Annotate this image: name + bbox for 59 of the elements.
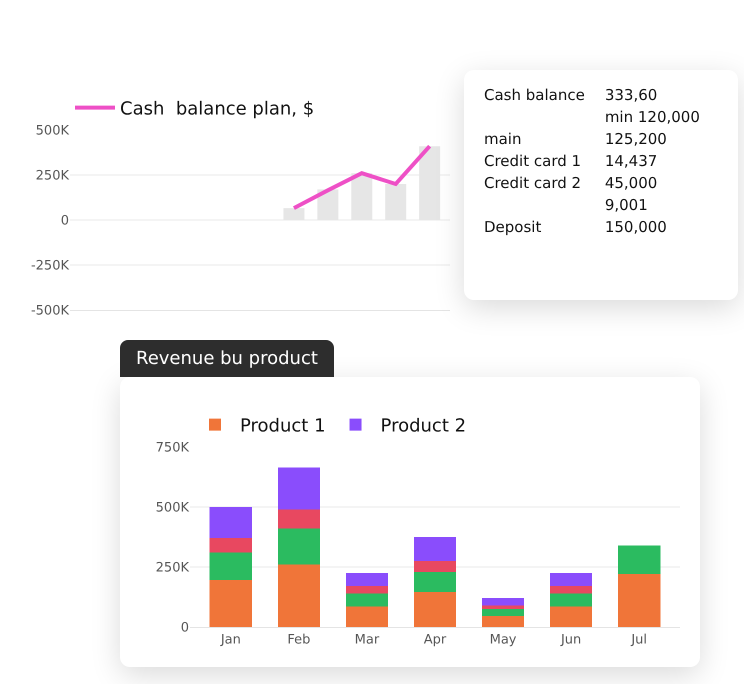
- legend-label: Product 2: [380, 416, 466, 437]
- legend-label: Cash balance plan, $: [120, 98, 314, 120]
- category-label: Cash balance: [483, 85, 586, 106]
- bar: [210, 580, 252, 627]
- y-tick-label: 750K: [156, 440, 190, 456]
- y-tick-label: 500K: [156, 500, 190, 516]
- category-label: Credit card 2: [483, 173, 582, 194]
- legend-label: Product 1: [240, 416, 326, 437]
- bar: [550, 606, 592, 627]
- y-tick-label: 250K: [36, 168, 70, 184]
- x-tick-label: May: [490, 632, 517, 648]
- y-tick-label: -500K: [30, 304, 70, 319]
- line-series: [292, 144, 432, 210]
- text: 45,000: [604, 174, 658, 192]
- bar: [346, 573, 388, 586]
- bar: [550, 593, 592, 607]
- text: 150,000: [604, 218, 667, 236]
- bar: [278, 564, 320, 627]
- y-tick-label: 0: [180, 620, 189, 636]
- x-tick-label: Jan: [220, 632, 241, 648]
- bar: [482, 616, 524, 627]
- category-label: main: [483, 129, 522, 150]
- x-tick-label: Apr: [424, 632, 447, 648]
- bar: [414, 561, 456, 572]
- x-tick-label: Mar: [354, 632, 380, 648]
- bar: [210, 507, 252, 538]
- bar: [278, 467, 320, 510]
- x-tick-label: Feb: [287, 632, 310, 648]
- category-label: Credit card 1: [483, 151, 582, 172]
- bar: [414, 592, 456, 627]
- text: 125,200: [604, 130, 667, 148]
- y-tick-label: 500K: [36, 124, 70, 139]
- x-tick-label: Jun: [560, 632, 582, 648]
- bar: [414, 537, 456, 561]
- bar: [278, 528, 320, 565]
- bar: [278, 509, 320, 529]
- bar: [346, 593, 388, 607]
- bar: [618, 545, 660, 574]
- text: min 120,000: [604, 108, 700, 126]
- text: 14,437: [604, 152, 658, 170]
- bar: [210, 552, 252, 580]
- text: 333,60: [604, 86, 658, 104]
- y-tick-label: 250K: [156, 560, 190, 576]
- bar: [550, 586, 592, 594]
- bar: [210, 538, 252, 553]
- bar: [414, 572, 456, 592]
- y-tick-label: -250K: [30, 258, 70, 274]
- bar: [346, 606, 388, 627]
- bar: [482, 605, 524, 609]
- chart-title: Revenue bu product: [120, 340, 334, 377]
- text: 9,001: [604, 196, 648, 214]
- bar: [550, 573, 592, 586]
- bar: [482, 609, 524, 616]
- bar: [618, 574, 660, 627]
- bar: [346, 586, 388, 594]
- x-tick-label: Jul: [630, 632, 648, 648]
- category-label: Deposit: [483, 217, 542, 238]
- bar: [482, 598, 524, 606]
- y-tick-label: 0: [60, 214, 69, 229]
